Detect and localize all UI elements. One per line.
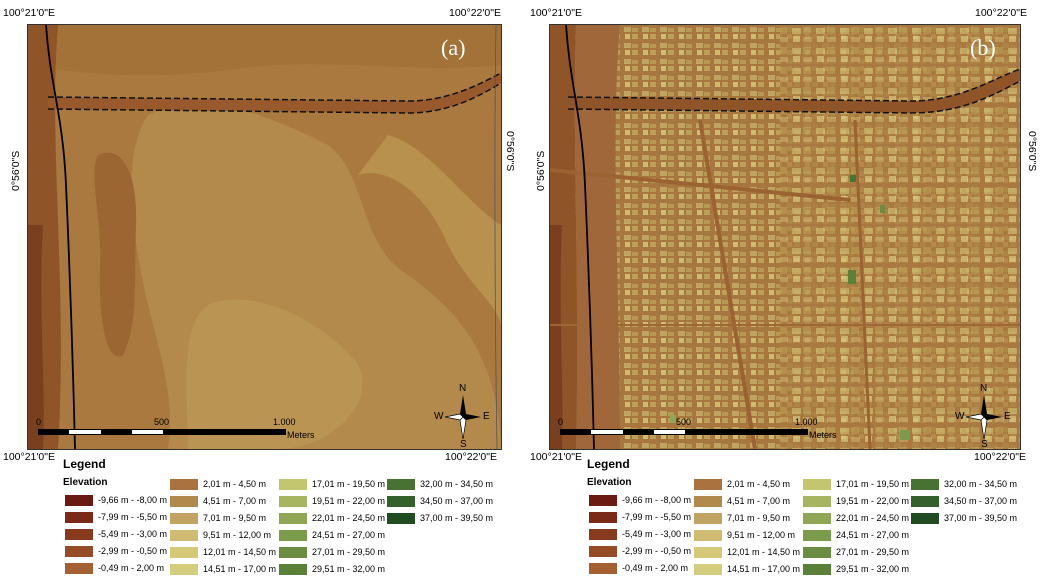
- coord-bottom-left: 100°21'0"E: [530, 451, 582, 463]
- scale-bar: 0 500 1.000 Meters: [558, 417, 838, 447]
- coord-bottom-left: 100°21'0"E: [3, 451, 55, 463]
- coord-left: 0°56'0"S: [10, 150, 22, 191]
- coord-top-left: 100°21'0"E: [530, 7, 582, 19]
- legend-b: Legend Elevation -9,66 m - -8,00 m -7,99…: [587, 457, 1018, 575]
- map-panel-b: 100°21'0"E 100°22'0"E 100°21'0"E 100°22'…: [522, 0, 1040, 575]
- scale-bar-track: [38, 429, 286, 435]
- scale-unit: Meters: [809, 430, 837, 440]
- scale-bar-track: [560, 429, 808, 435]
- scale-unit: Meters: [287, 430, 315, 440]
- dtm-map-graphic: [28, 25, 501, 449]
- compass-rose-icon: N S W E: [955, 383, 1011, 450]
- coord-bottom-right: 100°22'0"E: [445, 451, 497, 463]
- map-panel-a: 100°21'0"E 100°22'0"E 100°21'0"E 100°22'…: [0, 0, 520, 575]
- panel-label-b: (b): [970, 35, 996, 60]
- legend-title: Legend: [587, 457, 630, 471]
- scale-bar: 0 500 1.000 Meters: [36, 417, 316, 447]
- scale-label-500: 500: [676, 417, 692, 427]
- coord-left: 0°56'0"S: [535, 150, 547, 191]
- legend-title: Legend: [63, 457, 106, 471]
- coord-right: 0°56'0"S: [1026, 131, 1038, 172]
- coord-top-right: 100°22'0"E: [975, 7, 1027, 19]
- legend-a: Legend Elevation -9,66 m - -8,00 m -7,99…: [63, 457, 494, 575]
- coord-top-right: 100°22'0"E: [449, 7, 501, 19]
- scale-label-0: 0: [558, 417, 564, 427]
- scale-label-1000: 1.000: [795, 417, 818, 427]
- scale-label-0: 0: [36, 417, 42, 427]
- legend-subtitle: Elevation: [63, 477, 108, 488]
- coord-right: 0°56'0"S: [504, 131, 516, 172]
- scale-label-500: 500: [154, 417, 170, 427]
- compass-rose-icon: N S W E: [434, 383, 490, 450]
- coord-bottom-right: 100°22'0"E: [974, 451, 1026, 463]
- elevation-map-b: (b) 0 500 1.000 Meters N S W E: [549, 24, 1021, 450]
- coord-top-left: 100°21'0"E: [3, 7, 55, 19]
- elevation-map-a: (a) 0 500 1.000 Meters N S W E: [27, 24, 502, 450]
- dsm-map-graphic: [550, 25, 1020, 449]
- panel-label-a: (a): [441, 35, 466, 60]
- legend-subtitle: Elevation: [587, 477, 632, 488]
- scale-label-1000: 1.000: [273, 417, 296, 427]
